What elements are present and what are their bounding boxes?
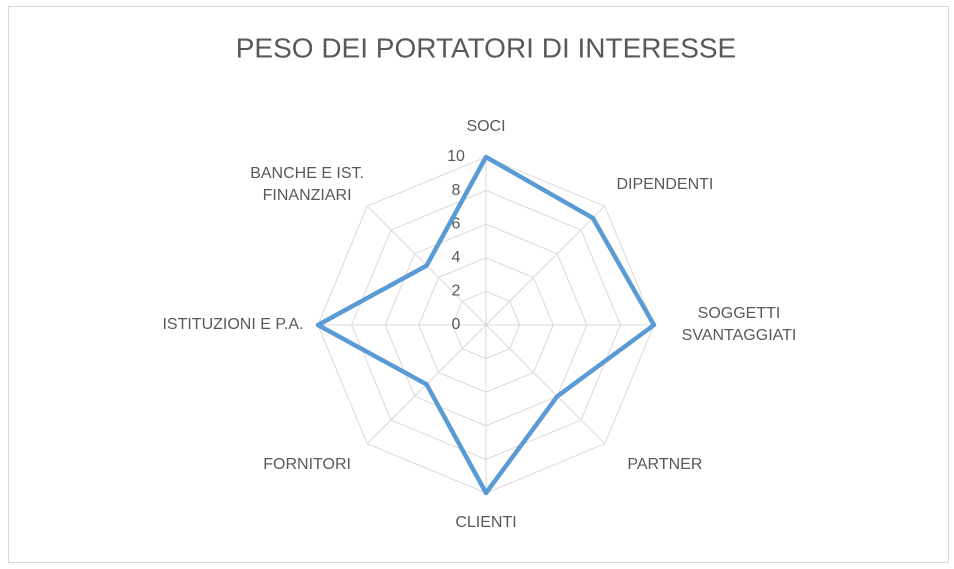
r-tick-label: 8 [452,182,461,199]
category-label: CLIENTI [455,514,517,531]
category-label: BANCHE E IST. FINANZIARI [250,164,364,204]
category-label: DIPENDENTI [616,175,714,193]
r-tick-label: 2 [452,283,461,300]
category-label: ISTITUZIONI E P.A. [162,316,304,333]
r-tick-label: 10 [447,148,465,165]
category-label: PARTNER [627,456,703,473]
spoke [485,324,606,445]
r-tick-label: 4 [452,249,461,266]
r-tick-label: 0 [452,316,461,333]
category-label: SOCI [466,118,506,135]
chart-border [8,6,949,563]
category-label: SOGGETTI SVANTAGGIATI [681,305,797,344]
r-tick-label: 6 [452,215,461,232]
category-label: FORNITORI [263,456,351,473]
series-line [315,154,657,496]
spoke [485,205,606,326]
chart-title: PESO DEI PORTATORI DI INTERESSE [236,32,736,63]
